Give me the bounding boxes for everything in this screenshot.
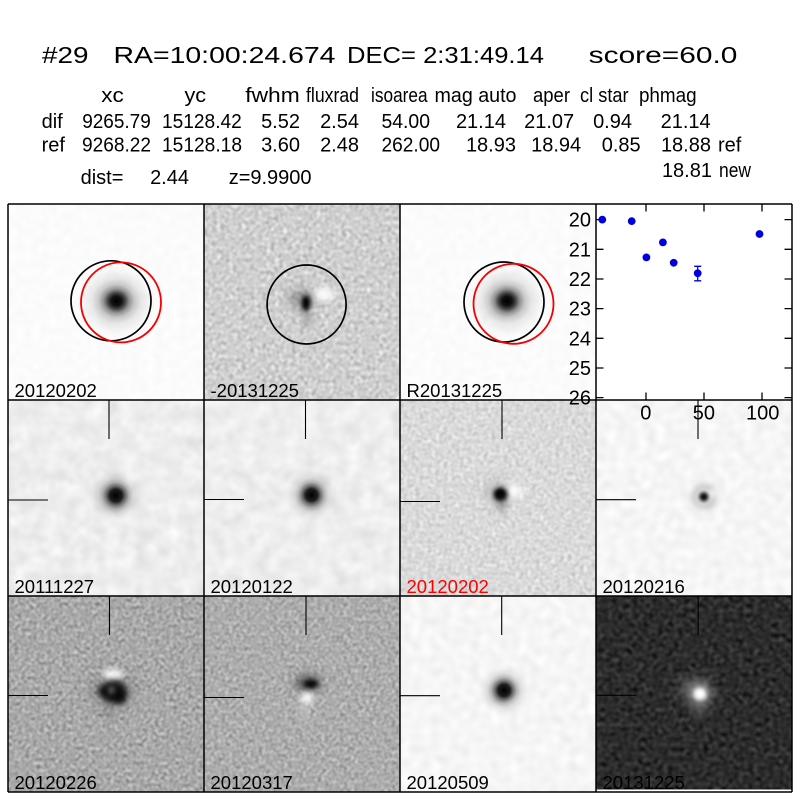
svg-text:15128.18: 15128.18 (162, 135, 242, 157)
svg-text:262.00: 262.00 (382, 135, 441, 157)
svg-text:21.07: 21.07 (524, 111, 574, 133)
svg-text:21.14: 21.14 (456, 111, 506, 133)
svg-text:cl star: cl star (580, 85, 629, 107)
svg-text:26: 26 (569, 388, 591, 410)
svg-text:20131225: 20131225 (603, 772, 685, 793)
svg-text:2.44: 2.44 (150, 167, 189, 189)
svg-text:21.14: 21.14 (661, 111, 711, 133)
svg-text:18.88: 18.88 (661, 135, 711, 157)
svg-text:20120317: 20120317 (211, 772, 293, 793)
svg-text:100: 100 (746, 403, 779, 425)
svg-text:xc: xc (101, 85, 124, 107)
svg-text:0.94: 0.94 (593, 111, 632, 133)
svg-text:0: 0 (640, 403, 651, 425)
svg-text:0.85: 0.85 (602, 135, 641, 157)
svg-text:5.52: 5.52 (261, 111, 300, 133)
svg-text:R20131225: R20131225 (407, 380, 503, 401)
svg-text:20111227: 20111227 (15, 576, 95, 597)
svg-text:RA=10:00:24.674: RA=10:00:24.674 (114, 42, 336, 68)
svg-text:fluxrad: fluxrad (306, 85, 359, 107)
svg-text:20120509: 20120509 (407, 772, 489, 793)
svg-text:mag auto: mag auto (435, 85, 517, 107)
svg-text:2.48: 2.48 (320, 135, 359, 157)
svg-text:25: 25 (569, 358, 591, 380)
svg-text:20120226: 20120226 (15, 772, 97, 793)
svg-text:18.81: 18.81 (662, 160, 712, 182)
svg-text:15128.42: 15128.42 (162, 111, 242, 133)
svg-text:isoarea: isoarea (371, 85, 428, 107)
svg-text:aper: aper (533, 85, 570, 107)
svg-text:50: 50 (693, 403, 715, 425)
svg-text:24: 24 (569, 328, 591, 350)
svg-text:dist=: dist= (81, 167, 124, 189)
svg-text:18.93: 18.93 (466, 135, 516, 157)
svg-text:9268.22: 9268.22 (82, 135, 151, 157)
svg-text:DEC= 2:31:49.14: DEC= 2:31:49.14 (347, 42, 544, 68)
svg-text:3.60: 3.60 (261, 135, 300, 157)
svg-text:ref: ref (42, 135, 66, 157)
svg-text:dif: dif (42, 111, 64, 133)
svg-text:new: new (719, 160, 751, 182)
svg-text:20: 20 (569, 210, 591, 232)
svg-text:20120202: 20120202 (407, 576, 489, 597)
svg-text:phmag: phmag (639, 85, 697, 107)
svg-text:23: 23 (569, 299, 591, 321)
svg-text:ref: ref (718, 135, 742, 157)
svg-text:20120216: 20120216 (603, 576, 685, 597)
svg-text:z=9.9900: z=9.9900 (229, 167, 312, 189)
svg-text:score=60.0: score=60.0 (589, 42, 738, 68)
svg-text:yc: yc (185, 85, 207, 107)
svg-text:-20131225: -20131225 (211, 380, 299, 401)
svg-text:54.00: 54.00 (382, 111, 431, 133)
svg-text:21: 21 (569, 239, 591, 261)
svg-text:9265.79: 9265.79 (82, 111, 151, 133)
svg-text:fwhm: fwhm (245, 85, 300, 107)
svg-text:20120122: 20120122 (211, 576, 293, 597)
svg-text:22: 22 (569, 269, 591, 291)
svg-text:20120202: 20120202 (15, 380, 97, 401)
svg-text:2.54: 2.54 (320, 111, 359, 133)
svg-text:18.94: 18.94 (531, 135, 581, 157)
svg-text:#29: #29 (42, 42, 89, 68)
